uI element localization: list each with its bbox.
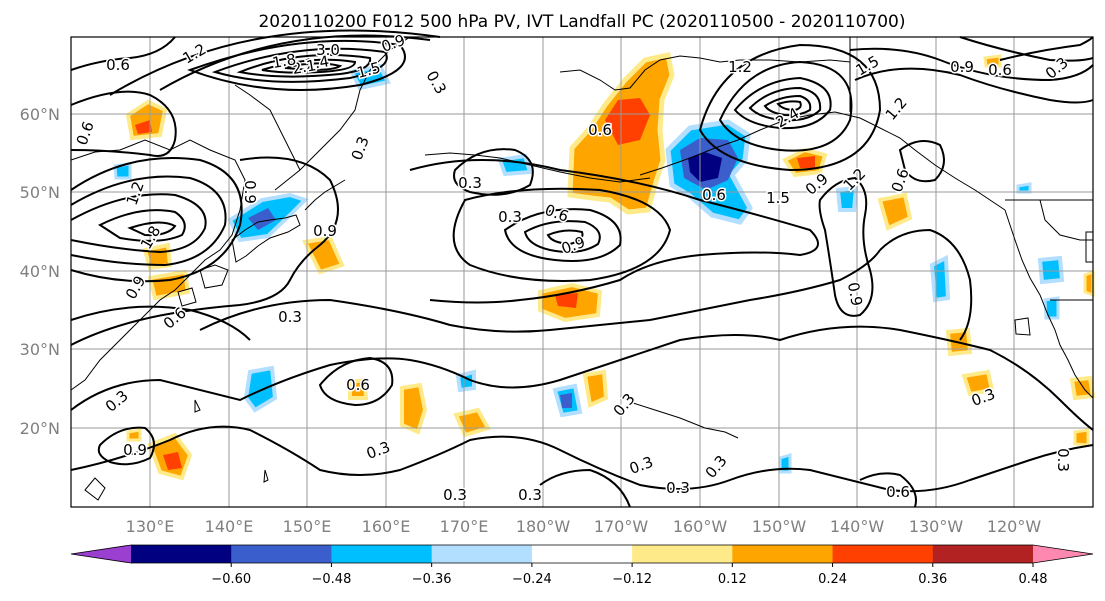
positive-anomaly-core — [605, 98, 650, 145]
positive-anomaly-core — [163, 452, 182, 470]
positive-anomaly-core — [555, 293, 578, 308]
negative-anomaly — [1016, 182, 1032, 194]
lon-label: 160°W — [673, 517, 728, 536]
contour-label: 0.6 — [346, 376, 370, 394]
lon-label: 130°E — [126, 517, 175, 536]
colorbar-segment — [231, 545, 332, 563]
negative-anomaly — [1043, 296, 1060, 320]
colorbar-tick-label: −0.12 — [612, 572, 652, 587]
lon-label: 150°W — [752, 517, 807, 536]
colorbar-segment — [632, 545, 733, 563]
colorbar-segment — [732, 545, 834, 563]
negative-anomaly — [243, 365, 278, 413]
positive-anomaly-core — [135, 120, 152, 134]
lon-label: 180°W — [516, 517, 571, 536]
lon-label: 160°E — [362, 517, 411, 536]
lat-label: 20°N — [20, 419, 60, 438]
lon-label: 130°W — [909, 517, 964, 536]
contour-label: 0.3 — [518, 486, 542, 504]
positive-anomaly — [983, 54, 1002, 68]
colorbar-tick-label: 0.36 — [918, 572, 947, 587]
lon-label: 140°E — [205, 517, 254, 536]
colorbar-segment — [131, 545, 232, 563]
negative-anomaly — [835, 185, 859, 212]
positive-anomaly — [1083, 269, 1095, 298]
map-frame — [70, 36, 1094, 508]
colorbar-segment — [331, 545, 433, 563]
negative-anomaly — [778, 452, 792, 474]
lat-label: 30°N — [20, 340, 60, 359]
contour-label: 0.3 — [666, 479, 690, 497]
colorbar-tick-label: −0.48 — [312, 572, 352, 587]
contour-label: 3.0 — [316, 41, 340, 59]
lon-label: 170°E — [440, 517, 489, 536]
negative-anomaly — [929, 254, 951, 303]
colorbar-segment — [832, 545, 934, 563]
lon-label: 140°W — [830, 517, 885, 536]
positive-anomaly — [582, 369, 609, 408]
positive-anomaly — [877, 192, 913, 231]
colorbar-tick-label: 0.24 — [818, 572, 847, 587]
colorbar-tick-label: −0.24 — [512, 572, 552, 587]
contour-label: 0.3 — [458, 174, 482, 192]
contour-label: 0.6 — [588, 121, 612, 139]
colorbar-tick-label: −0.36 — [412, 572, 452, 587]
lat-label: 60°N — [20, 105, 60, 124]
colorbar-outline — [70, 544, 1094, 564]
contour-label: 2.1 — [291, 56, 318, 78]
colorbar-extend-low — [71, 545, 131, 563]
contour-label: 0.6 — [988, 61, 1012, 79]
contour-label: 0.3 — [498, 208, 522, 226]
contour-label: 0.9 — [313, 222, 337, 240]
contour-label: 0.6 — [886, 483, 910, 501]
positive-anomaly-core — [797, 156, 815, 168]
contour-label: 1.2 — [728, 58, 752, 76]
negative-anomaly — [349, 63, 391, 91]
contour-label: 1.5 — [766, 189, 790, 207]
lon-label: 170°W — [594, 517, 649, 536]
graticule — [71, 37, 1093, 507]
colorbar-segment — [431, 545, 533, 563]
negative-anomaly-mid — [560, 393, 572, 408]
pv-contours — [70, 29, 1094, 508]
negative-anomaly-core — [688, 152, 722, 182]
colorbar-tick-label: −0.60 — [211, 572, 251, 587]
colorbar-tick-label: 0.48 — [1019, 572, 1048, 587]
colorbar: −0.60 −0.48 −0.36 −0.24 −0.12 0.12 0.24 0.36 0.4… — [70, 544, 1094, 587]
lat-label: 50°N — [20, 183, 60, 202]
contour-label: 0.6 — [702, 186, 726, 204]
contour-label: 0.3 — [1054, 448, 1072, 472]
positive-anomaly — [348, 377, 369, 400]
lat-label: 40°N — [20, 262, 60, 281]
positive-anomaly — [400, 382, 428, 435]
contour-label: 0.9 — [123, 441, 147, 459]
contour-label: 0.6 — [106, 56, 130, 74]
positive-anomaly — [961, 369, 995, 397]
negative-anomaly — [1037, 255, 1065, 285]
positive-anomaly — [1073, 428, 1090, 447]
positive-anomaly — [301, 235, 345, 275]
lon-label: 120°W — [987, 517, 1042, 536]
lon-label: 150°E — [283, 517, 332, 536]
colorbar-segment — [932, 545, 1034, 563]
colorbar-tick-label: 0.12 — [718, 572, 747, 587]
contour-label: 0.9 — [241, 180, 259, 204]
map-title: 2020110200 F012 500 hPa PV, IVT Landfall… — [258, 12, 905, 32]
negative-anomaly-mid — [248, 208, 276, 230]
colorbar-segment — [531, 545, 633, 563]
positive-anomaly — [126, 428, 142, 442]
contour-label: 0.3 — [278, 308, 302, 326]
contour-label: 0.3 — [443, 486, 467, 504]
contour-label: 0.9 — [950, 58, 974, 76]
colorbar-extend-high — [1033, 545, 1093, 563]
